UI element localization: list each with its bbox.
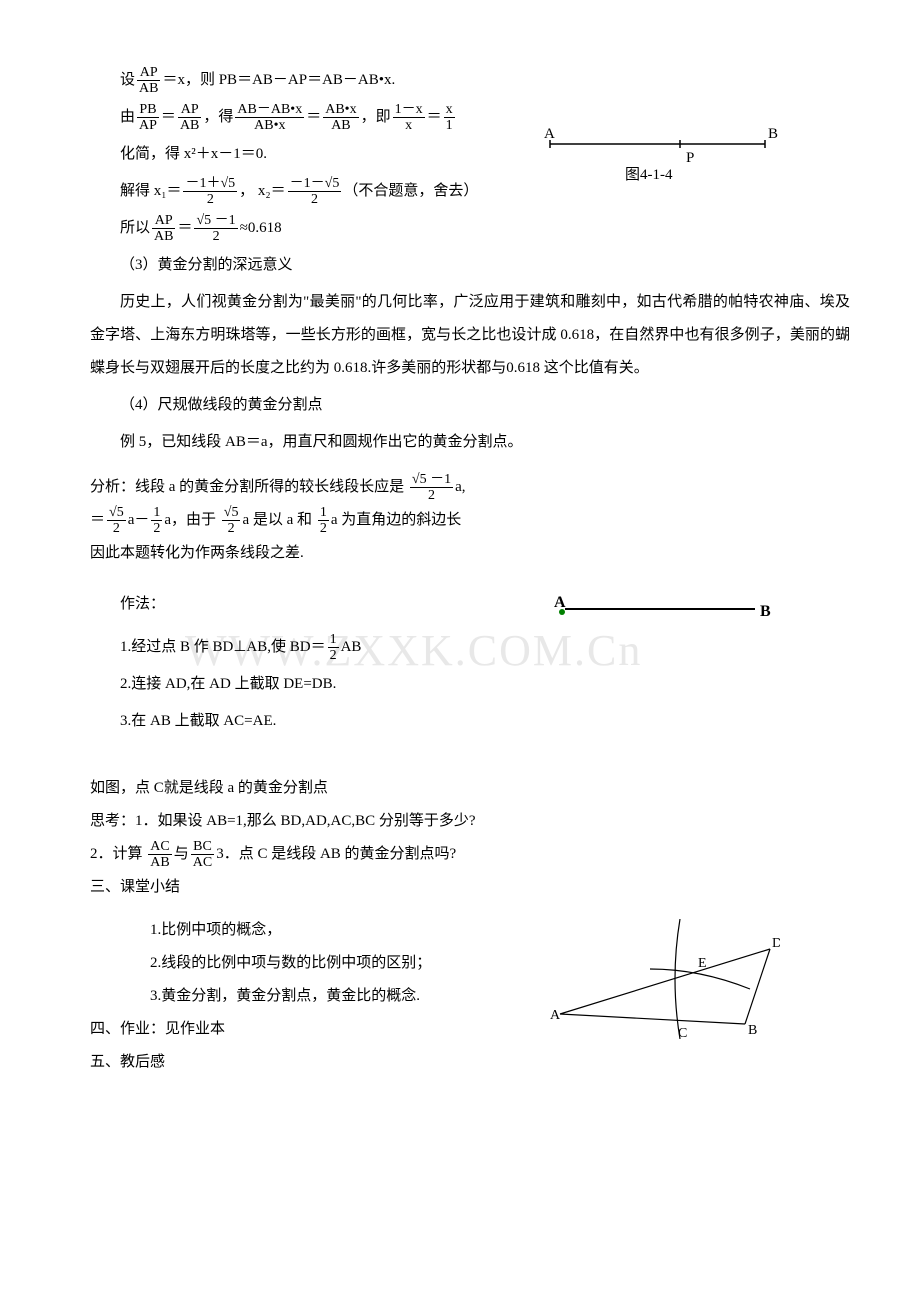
fraction: 12: [318, 505, 329, 537]
text: ≈0.618: [240, 220, 282, 236]
fraction: √52: [222, 505, 241, 537]
text: 解得 x₁＝: [120, 183, 181, 199]
text: ＝: [306, 109, 321, 125]
fraction: APAB: [152, 213, 175, 245]
fraction: AB•xAB: [323, 102, 358, 134]
text: 2．计算: [90, 846, 146, 862]
text: 1.经过点 B 作 BD⊥AB,使 BD＝: [120, 639, 326, 655]
fraction: －1＋√52: [183, 176, 237, 208]
figure-caption: 图4-1-4: [625, 166, 673, 183]
point-D: D: [772, 936, 780, 951]
figure-construction: A B C D E: [550, 919, 780, 1044]
section-3-heading: 三、课堂小结: [90, 871, 850, 904]
text: ＝: [90, 512, 105, 528]
section-5-heading: 五、教后感: [90, 1046, 850, 1079]
analysis-line-2: ＝√52a－12a，由于 √52a 是以 a 和 12a 为直角边的斜边长: [90, 504, 850, 537]
text: ＝: [177, 220, 192, 236]
triangle-diagram: A B C D E: [550, 919, 780, 1039]
equation-line-5: 所以APAB＝√5 －12≈0.618: [120, 212, 850, 245]
analysis-line-1: 分析：线段 a 的黄金分割所得的较长线段长应是 √5 －12a,: [90, 471, 850, 504]
point-B: B: [760, 603, 771, 620]
text: a 是以 a 和: [242, 512, 315, 528]
think-1: 思考：1．如果设 AB=1,那么 BD,AD,AC,BC 分别等于多少?: [90, 805, 850, 838]
text: a 为直角边的斜边长: [331, 512, 461, 528]
step-2: 2.连接 AD,在 AD 上截取 DE=DB.: [120, 668, 850, 701]
fraction: √52: [107, 505, 126, 537]
text: 分析：线段 a 的黄金分割所得的较长线段长应是: [90, 479, 408, 495]
example-5: 例 5，已知线段 AB＝a，用直尺和圆规作出它的黄金分割点。: [90, 426, 570, 459]
text: a－: [128, 512, 150, 528]
figure-ab-line: A B: [550, 594, 775, 629]
text: a，由于: [164, 512, 219, 528]
fraction: √5 －12: [410, 472, 453, 504]
point-C: C: [678, 1026, 687, 1039]
text: （不合题意，舍去）: [343, 183, 478, 199]
point-A: A: [550, 1008, 561, 1023]
point-E: E: [698, 956, 707, 971]
dot-icon: [559, 609, 565, 615]
point-B: B: [768, 126, 778, 142]
figure-4-1-4: A P B 图4-1-4: [540, 124, 780, 189]
point-B: B: [748, 1023, 757, 1038]
fraction: －1－√52: [288, 176, 342, 208]
fraction: APAB: [178, 102, 201, 134]
text: 所以: [120, 220, 150, 236]
fraction: √5 －12: [194, 213, 237, 245]
conclusion: 如图，点 C就是线段 a 的黄金分割点: [90, 772, 850, 805]
document-content: A P B 图4-1-4 设APAB＝x，则 PB＝AB－AP＝AB－AB•x.…: [90, 64, 850, 1079]
text: 与: [174, 846, 189, 862]
text: ＝: [161, 109, 176, 125]
fraction: x1: [444, 102, 455, 134]
point-A: A: [544, 126, 555, 142]
line-segment-diagram: A P B 图4-1-4: [540, 124, 780, 184]
text: 设: [120, 72, 135, 88]
text: ＝: [427, 109, 442, 125]
fraction: 12: [151, 505, 162, 537]
line-ab-diagram: A B: [550, 594, 775, 624]
text: ，得: [203, 109, 233, 125]
text: ， x₂＝: [239, 183, 285, 199]
step-3: 3.在 AB 上截取 AC=AE.: [120, 705, 850, 738]
analysis-line-3: 因此本题转化为作两条线段之差.: [90, 537, 850, 570]
fraction: 12: [328, 632, 339, 664]
step-1: 1.经过点 B 作 BD⊥AB,使 BD＝12AB: [120, 631, 850, 664]
history-paragraph: 历史上，人们视黄金分割为"最美丽"的几何比率，广泛应用于建筑和雕刻中，如古代希腊…: [90, 286, 850, 385]
text: a,: [455, 479, 465, 495]
heading-3: （3）黄金分割的深远意义: [90, 249, 850, 282]
think-2: 2．计算 ACAB与BCAC3．点 C 是线段 AB 的黄金分割点吗?: [90, 838, 850, 871]
text: 3．点 C 是线段 AB 的黄金分割点吗?: [216, 846, 456, 862]
text: 由: [120, 109, 135, 125]
point-A: A: [554, 594, 566, 611]
heading-4: （4）尺规做线段的黄金分割点: [90, 389, 850, 422]
fraction: 1－xx: [393, 102, 425, 134]
equation-line-1: 设APAB＝x，则 PB＝AB－AP＝AB－AB•x.: [120, 64, 850, 97]
fraction: ACAB: [148, 839, 171, 871]
text: ，即: [361, 109, 391, 125]
fraction: APAB: [137, 65, 160, 97]
fraction: AB－AB•xAB•x: [235, 102, 304, 134]
point-P: P: [686, 150, 694, 166]
text: AB: [341, 639, 362, 655]
fraction: PBAP: [137, 102, 159, 134]
text: ＝x，则 PB＝AB－AP＝AB－AB•x.: [162, 72, 395, 88]
fraction: BCAC: [191, 839, 214, 871]
